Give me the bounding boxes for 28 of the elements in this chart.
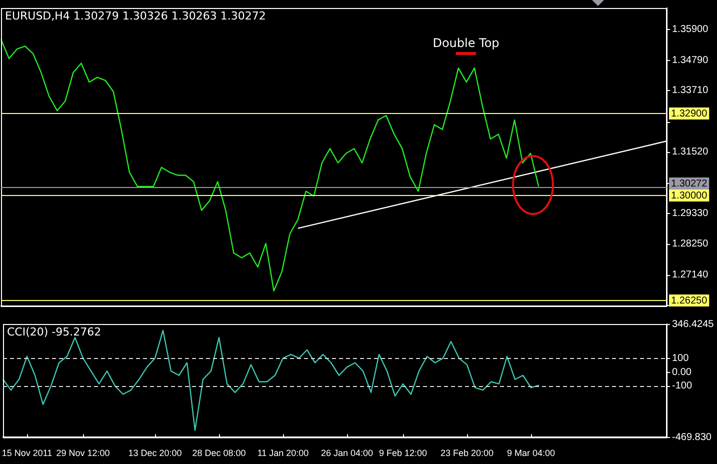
chart-title: EURUSD,H4 1.30279 1.30326 1.30263 1.30272 (5, 9, 266, 22)
ref-line-label: 1.32900 (671, 108, 708, 120)
y-tick-label: 1.31520 (672, 146, 709, 158)
x-tick-label: 9 Feb 12:00 (378, 448, 428, 458)
x-tick-label: 15 Nov 2011 (2, 448, 52, 458)
x-tick-label: 13 Dec 20:00 (128, 448, 182, 458)
x-tick-label: 11 Jan 20:00 (257, 448, 309, 458)
annotation: Double Top (432, 36, 500, 50)
x-tick-label: 9 Mar 04:00 (506, 448, 556, 458)
y-tick-label: -469.830 (672, 432, 712, 443)
x-tick-label: 23 Feb 20:00 (440, 448, 494, 458)
chart-title: CCI(20) -95.2762 (7, 325, 102, 338)
y-tick-label: -100 (672, 380, 692, 392)
x-tick-label: 28 Dec 08:00 (192, 448, 246, 458)
y-tick-label: 100 (672, 352, 690, 364)
x-tick-label: 26 Jan 04:00 (320, 448, 374, 458)
y-tick-label: 1.27140 (672, 270, 709, 281)
ref-line-label: 1.26250 (671, 295, 708, 306)
y-tick-label: 1.29330 (672, 208, 709, 220)
ref-line-label: 1.30000 (671, 190, 708, 202)
y-tick-label: 1.35900 (672, 24, 709, 35)
ref-line-label: 1.30272 (671, 178, 708, 190)
y-tick-label: 1.28250 (672, 238, 709, 250)
y-tick-label: 0.00 (672, 366, 692, 378)
y-tick-label: 346.4245 (672, 318, 714, 330)
y-tick-label: 1.33710 (672, 85, 709, 96)
y-tick-label: 1.34790 (672, 54, 709, 66)
x-tick-label: 29 Nov 12:00 (56, 448, 110, 458)
